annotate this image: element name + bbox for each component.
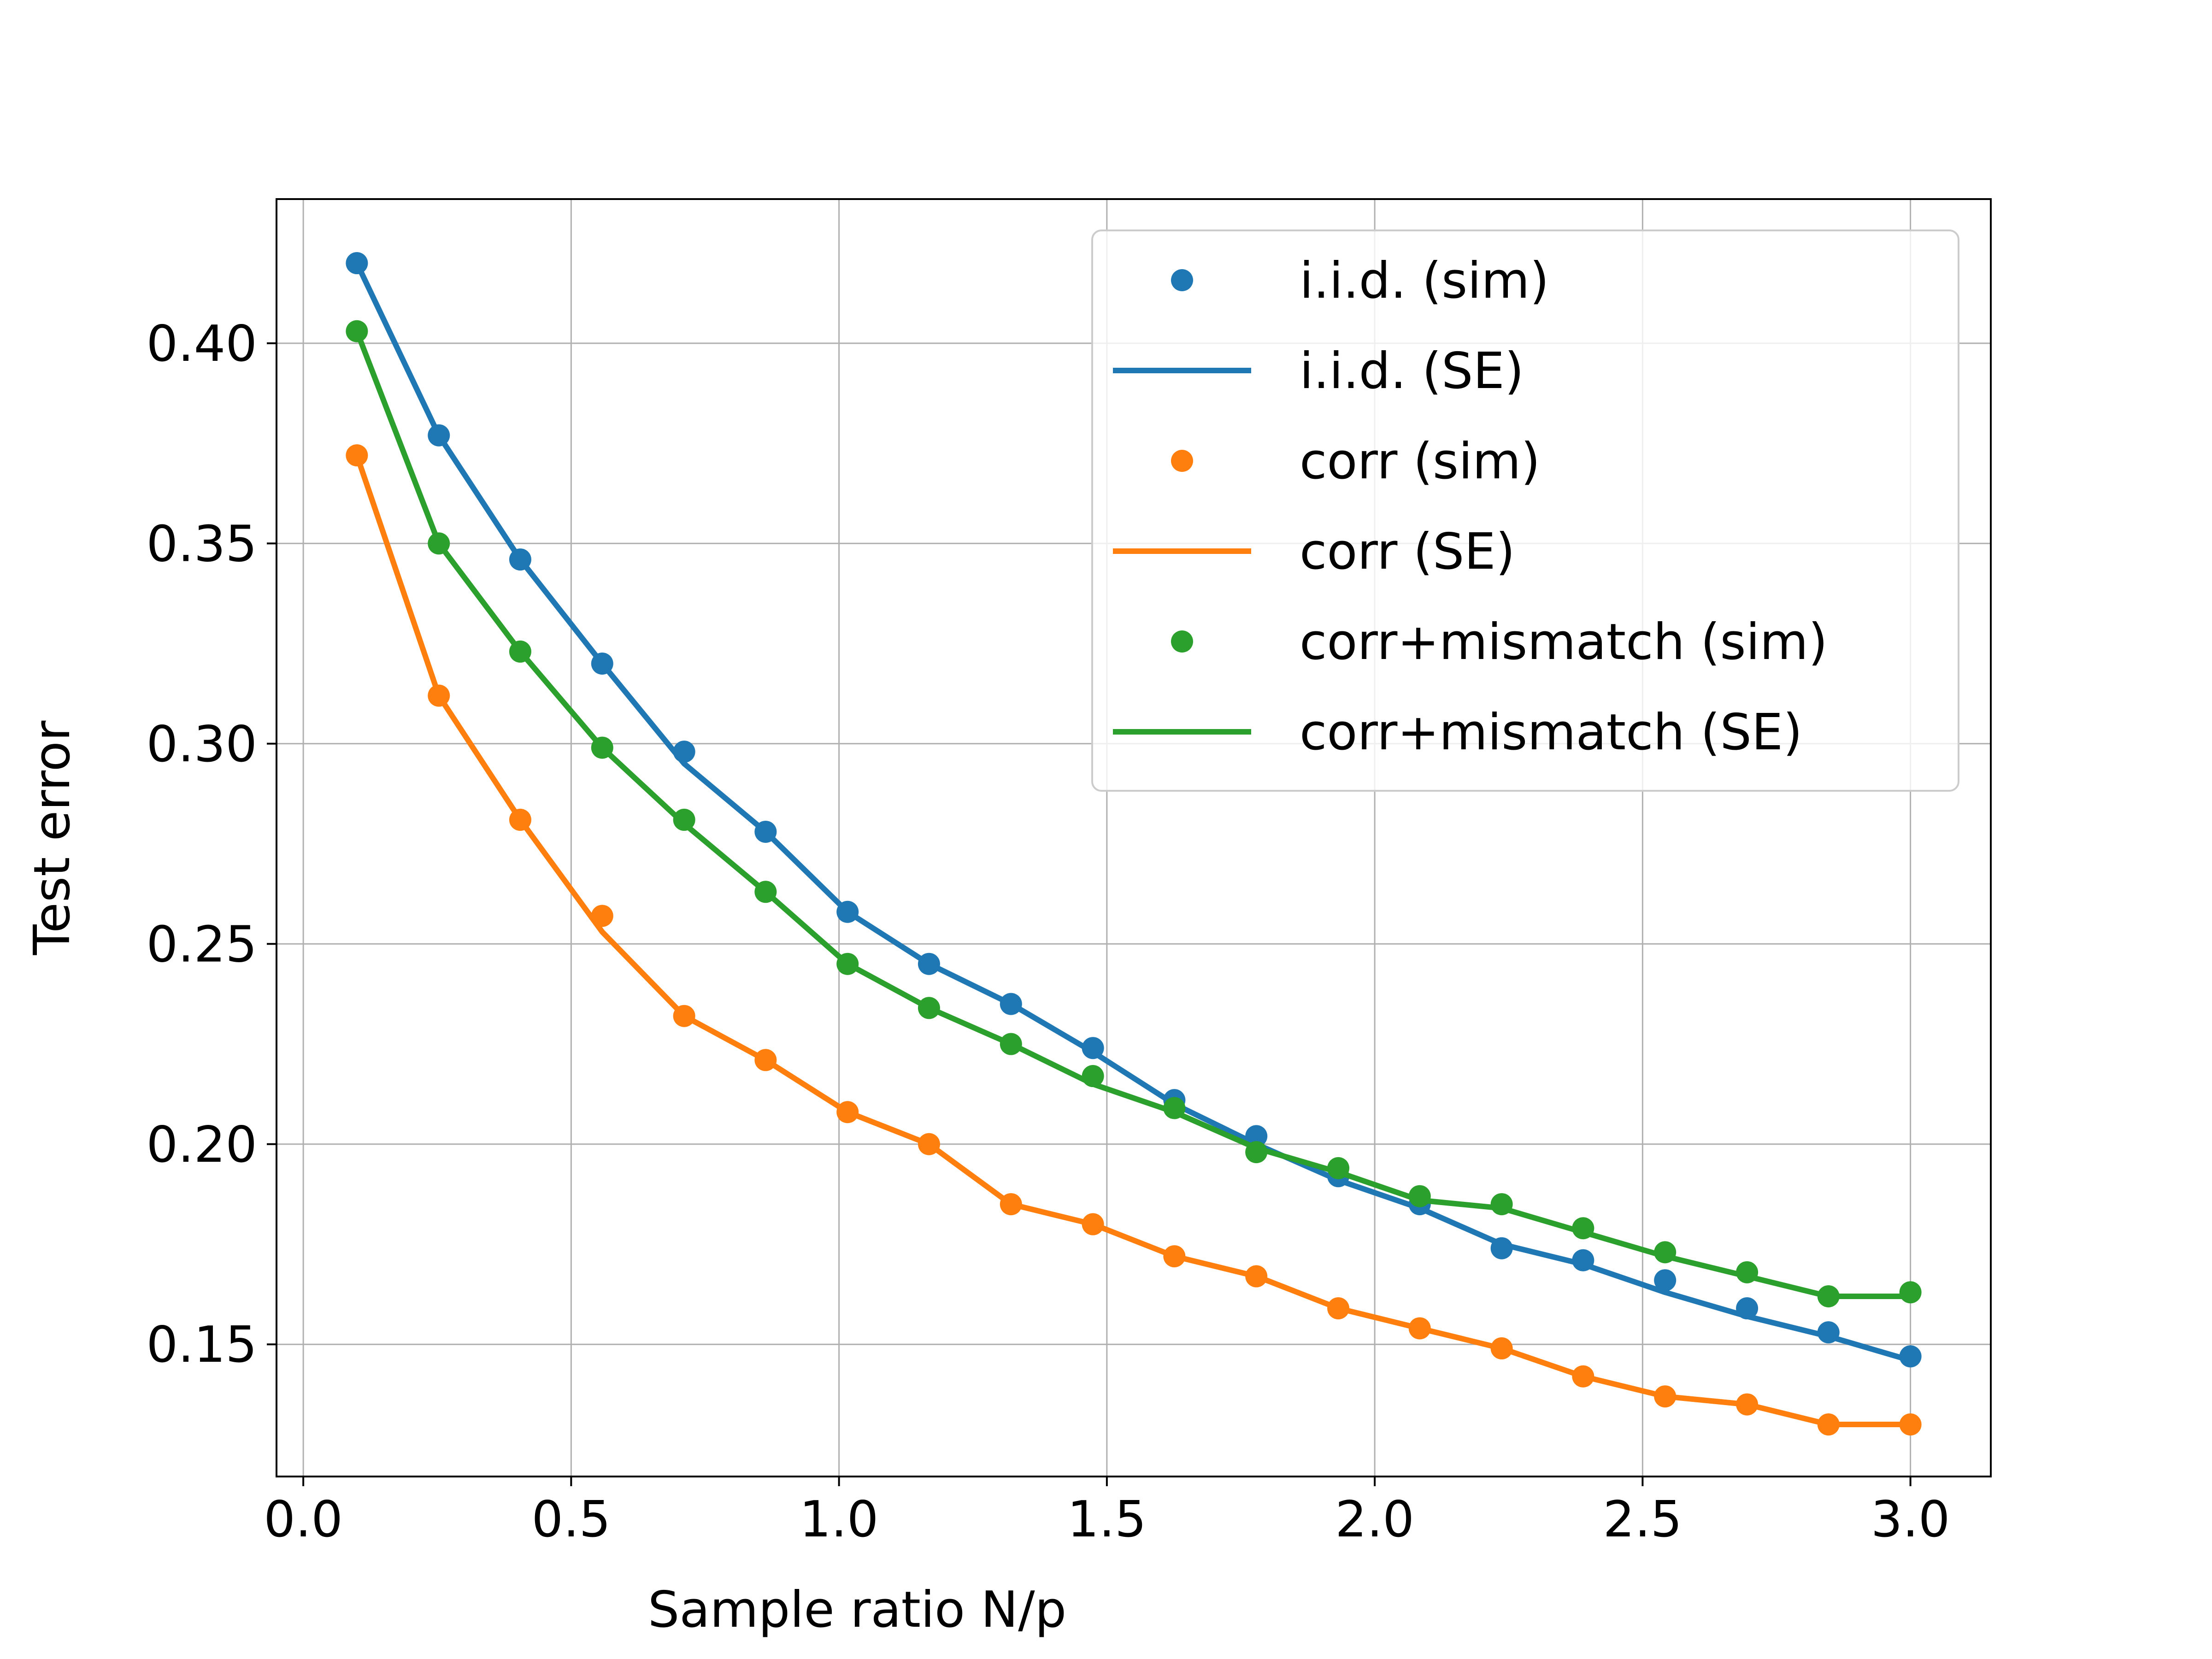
y-tick-label: 0.25	[147, 916, 257, 973]
series-line	[353, 259, 1914, 1364]
y-axis-label: Test error	[24, 720, 81, 955]
legend-marker-swatch	[1171, 630, 1193, 653]
legend-entry: corr (sim)	[1171, 433, 1540, 490]
legend-entry: corr (SE)	[1113, 523, 1515, 581]
axis-ticks: 0.0 0.5 1.0 1.5 2.0 2.5 3.0 0.15 0.20 0.25 0.30 0.3…	[147, 315, 1950, 1548]
y-tick-label: 0.15	[147, 1316, 257, 1374]
x-tick-label: 1.0	[800, 1491, 879, 1548]
x-tick-label: 0.5	[531, 1491, 611, 1548]
series-line	[353, 328, 1913, 1299]
data-point	[1654, 1269, 1677, 1292]
legend-box	[1091, 229, 1959, 792]
legend-label: corr (sim)	[1300, 433, 1540, 490]
x-tick-label: 0.0	[264, 1491, 343, 1548]
legend-marker-swatch	[1171, 450, 1193, 472]
legend-entry: i.i.d. (SE)	[1113, 342, 1524, 400]
y-tick-label: 0.30	[147, 716, 257, 773]
series-line-1	[353, 259, 1914, 1364]
series-line-3	[353, 452, 1913, 1427]
y-tick-label: 0.40	[147, 315, 257, 373]
legend-label: i.i.d. (sim)	[1300, 252, 1549, 310]
x-tick-label: 2.0	[1335, 1491, 1414, 1548]
x-tick-label: 2.5	[1603, 1491, 1682, 1548]
legend-label: corr+mismatch (SE)	[1300, 704, 1802, 761]
legend-label: corr+mismatch (sim)	[1300, 613, 1828, 671]
x-tick-label: 1.5	[1067, 1491, 1147, 1548]
legend: i.i.d. (sim) i.i.d. (SE) corr (sim) corr (S…	[1091, 229, 1959, 792]
legend-entry: i.i.d. (sim)	[1171, 252, 1549, 310]
y-tick-label: 0.20	[147, 1116, 257, 1174]
legend-entry: corr+mismatch (sim)	[1171, 613, 1828, 671]
legend-label: corr (SE)	[1300, 523, 1515, 581]
series-markers-4	[346, 320, 1922, 1307]
legend-label: i.i.d. (SE)	[1300, 342, 1524, 400]
data-point	[1899, 1345, 1922, 1368]
data-point	[1899, 1281, 1922, 1304]
series-line-5	[353, 328, 1913, 1299]
plot-frame	[276, 198, 1992, 1477]
x-tick-label: 3.0	[1871, 1491, 1950, 1548]
x-axis-label: Sample ratio N/p	[648, 1581, 1066, 1639]
legend-marker-swatch	[1171, 269, 1193, 291]
legend-entry: corr+mismatch (SE)	[1113, 704, 1802, 761]
series-layer	[346, 252, 1922, 1436]
series-line	[353, 452, 1913, 1427]
y-tick-label: 0.35	[147, 515, 257, 573]
